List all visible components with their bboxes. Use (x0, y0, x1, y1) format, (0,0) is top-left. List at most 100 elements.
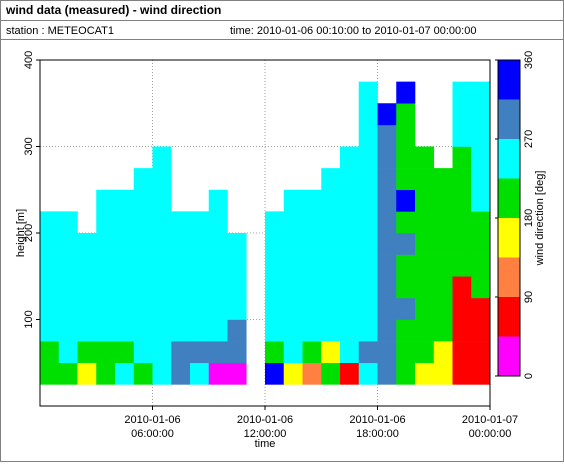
heatmap-cell (208, 276, 228, 299)
heatmap-cell (190, 319, 210, 342)
heatmap-cell (471, 146, 491, 169)
heatmap-cell (377, 341, 397, 364)
colorbar-label: wind direction [deg] (534, 171, 546, 267)
heatmap-cell (96, 211, 116, 234)
heatmap-cell (77, 297, 97, 320)
heatmap-cell (377, 168, 397, 191)
heatmap-cell (40, 319, 60, 342)
heatmap-cell (190, 211, 210, 234)
heatmap-cell (452, 146, 472, 169)
heatmap-cell (321, 211, 341, 234)
heatmap-cell (190, 341, 210, 364)
heatmap-cell (358, 341, 378, 364)
heatmap-cell (358, 189, 378, 212)
heatmap-cell (40, 254, 60, 277)
heatmap-cell (358, 297, 378, 320)
heatmap-cell (340, 276, 360, 299)
heatmap-cell (358, 211, 378, 234)
heatmap-cell (152, 254, 172, 277)
heatmap-cell (452, 124, 472, 147)
heatmap-cell (377, 362, 397, 385)
heatmap-cell (415, 276, 435, 299)
heatmap-cell (358, 124, 378, 147)
heatmap-cell (208, 362, 228, 385)
heatmap-cell (208, 341, 228, 364)
heatmap-cell (396, 233, 416, 255)
colorbar-band (498, 178, 520, 218)
heatmap-cell (227, 233, 247, 255)
x-tick-label: 06:00:00 (131, 428, 174, 440)
heatmap-cell (377, 146, 397, 169)
heatmap-cell (415, 233, 435, 255)
heatmap-cell (377, 276, 397, 299)
heatmap-cell (96, 362, 116, 385)
heatmap-cell (208, 297, 228, 320)
y-tick-label: 300 (23, 137, 35, 155)
heatmap-cell (96, 233, 116, 255)
heatmap-cell (115, 362, 135, 385)
heatmap-cell (340, 297, 360, 320)
heatmap-cell (133, 168, 153, 191)
heatmap-cell (208, 189, 228, 212)
colorbar-band (498, 139, 520, 179)
heatmap-cell (358, 103, 378, 126)
heatmap-cell (265, 254, 285, 277)
heatmap-cell (396, 124, 416, 147)
heatmap-cell (396, 341, 416, 364)
x-tick-label: 18:00:00 (356, 428, 399, 440)
heatmap-cell (415, 297, 435, 320)
heatmap-cell (321, 319, 341, 342)
heatmap-cell (358, 276, 378, 299)
heatmap-cell (40, 276, 60, 299)
heatmap-cell (433, 319, 453, 342)
heatmap-cell (377, 189, 397, 212)
heatmap-cell (302, 254, 322, 277)
heatmap-cell (415, 211, 435, 234)
station: station : METEOCAT1 (6, 25, 114, 37)
heatmap-cell (171, 341, 191, 364)
x-tick-label: 2010-01-06 (124, 414, 180, 426)
heatmap-cell (77, 276, 97, 299)
heatmap-cell (208, 254, 228, 277)
heatmap-cell (190, 233, 210, 255)
heatmap-cell (358, 254, 378, 277)
heatmap-cell (452, 254, 472, 277)
colorbar-tick-label: 90 (523, 291, 535, 303)
heatmap-cell (340, 146, 360, 169)
heatmap-cell (471, 276, 491, 299)
heatmap-cell (471, 81, 491, 104)
colorbar-band (498, 60, 520, 100)
heatmap-cell (340, 341, 360, 364)
heatmap-cell (452, 319, 472, 342)
heatmap-cell (302, 276, 322, 299)
heatmap-cell (415, 254, 435, 277)
colorbar-band (498, 218, 520, 258)
heatmap-cell (152, 146, 172, 169)
heatmap-cell (58, 233, 78, 255)
heatmap-cell (283, 319, 303, 342)
heatmap-cell (452, 103, 472, 126)
colorbar-band (498, 297, 520, 337)
heatmap-cell (321, 297, 341, 320)
heatmap-cell (358, 146, 378, 169)
heatmap-cell (396, 211, 416, 234)
heatmap-cell (396, 297, 416, 320)
heatmap-cell (133, 211, 153, 234)
heatmap-cell (265, 276, 285, 299)
heatmap-cell (358, 319, 378, 342)
heatmap-cell (115, 319, 135, 342)
heatmap-cell (58, 362, 78, 385)
heatmap-cell (283, 211, 303, 234)
heatmap-cell (452, 362, 472, 385)
heatmap-cell (265, 362, 285, 385)
heatmap-cell (340, 189, 360, 212)
heatmap-cell (340, 168, 360, 191)
heatmap-cell (396, 362, 416, 385)
heatmap-cell (321, 276, 341, 299)
heatmap-cell (452, 297, 472, 320)
y-tick-label: 400 (23, 51, 35, 69)
heatmap-cell (340, 211, 360, 234)
heatmap-cell (40, 362, 60, 385)
heatmap-cell (377, 319, 397, 342)
colorbar-tick-label: 180 (523, 209, 535, 227)
